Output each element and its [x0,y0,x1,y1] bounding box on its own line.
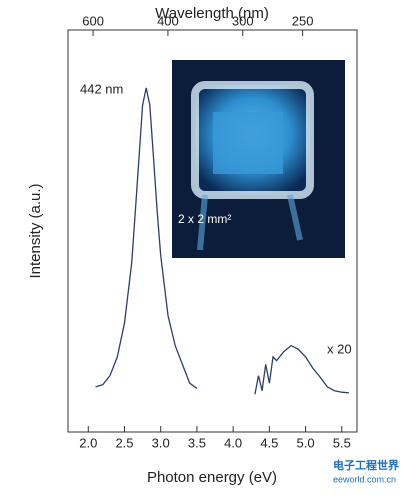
x-tick-label: 4.0 [224,435,242,450]
x-tick-label: 2.5 [115,435,133,450]
watermark: eeworld.com.cn [333,474,396,484]
x-tick-label: 4.5 [260,435,278,450]
spectrum-line [254,344,350,395]
x2-axis-title: Wavelength (nm) [155,5,269,22]
peak-label: 442 nm [80,81,123,96]
spectrum-line [95,87,198,389]
x-tick-label: 2.0 [79,435,97,450]
scale-label: x 20 [327,341,352,356]
x-tick-label: 3.0 [152,435,170,450]
x2-tick-label: 600 [82,13,104,28]
plot-frame [67,29,358,433]
watermark: 电子工程世界 [333,458,399,472]
inset-image [172,60,345,258]
x-tick-label: 5.0 [297,435,315,450]
x2-tick-label: 400 [157,13,179,28]
y-axis-title: Intensity (a.u.) [27,183,44,278]
x2-tick-label: 300 [232,13,254,28]
x-axis-title: Photon energy (eV) [147,469,277,486]
x-tick-label: 5.5 [333,435,351,450]
x-tick-label: 3.5 [188,435,206,450]
x2-tick-label: 250 [292,13,314,28]
inset-label: 2 x 2 mm² [178,212,231,226]
